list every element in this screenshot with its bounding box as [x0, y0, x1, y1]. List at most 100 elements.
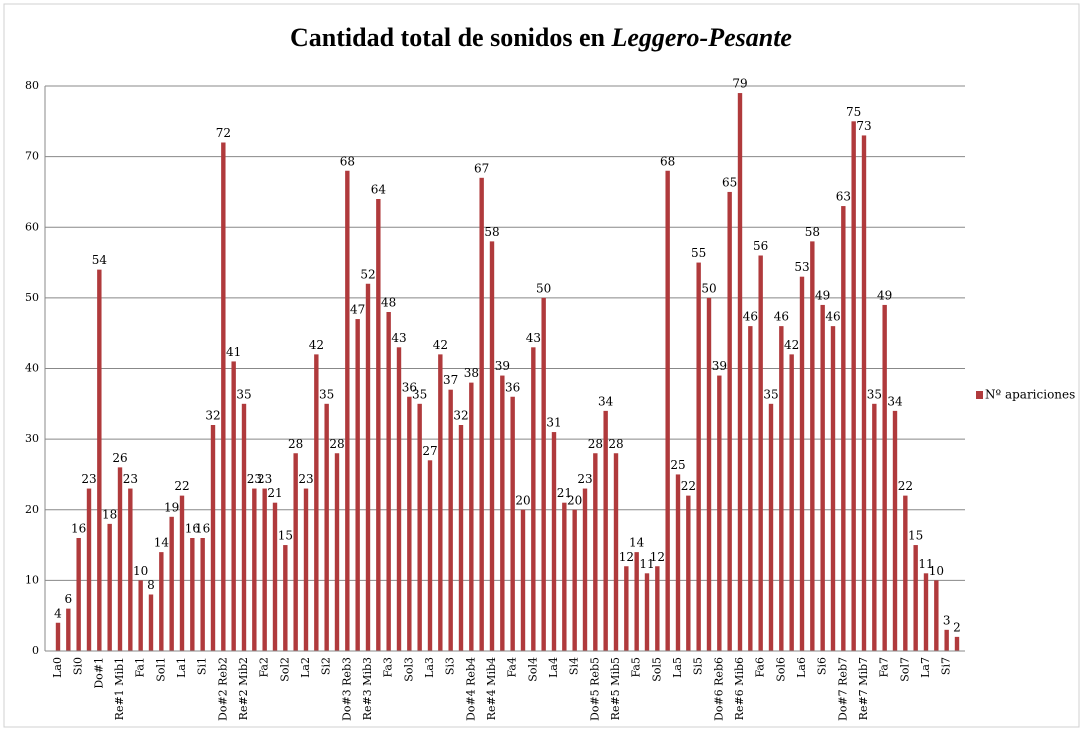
x-tick-label: Sol5 [650, 657, 663, 682]
value-label: 28 [329, 437, 344, 451]
bar [675, 474, 681, 651]
bar [376, 199, 381, 651]
bar [603, 410, 608, 651]
bar [107, 523, 112, 651]
value-label: 79 [732, 77, 747, 91]
y-tick-label: 50 [25, 291, 39, 304]
value-label: 3 [943, 613, 951, 627]
value-label: 23 [257, 472, 272, 486]
bar [396, 347, 402, 651]
value-label: 14 [154, 536, 170, 550]
x-tick-label: Re#5 Mib5 [609, 657, 622, 720]
bar [293, 453, 298, 651]
bar [861, 135, 867, 651]
bar [438, 354, 443, 651]
value-label: 46 [825, 310, 840, 324]
bar [365, 283, 371, 651]
x-tick-label: Do#3 Reb3 [340, 657, 353, 721]
x-tick-label: Si4 [568, 657, 581, 675]
bar [810, 241, 815, 651]
bar [448, 389, 453, 651]
y-tick-label: 60 [25, 220, 39, 233]
x-tick-label: Fa1 [134, 657, 147, 677]
bar [758, 255, 763, 651]
value-label: 52 [360, 267, 375, 281]
x-tick-label: Re#2 Mib2 [237, 657, 250, 720]
value-label: 47 [350, 303, 365, 317]
value-label: 15 [908, 529, 923, 543]
bar [272, 502, 278, 651]
bar [551, 432, 557, 651]
bar [303, 488, 309, 651]
value-label: 20 [515, 493, 530, 507]
bar [872, 403, 877, 651]
value-label: 64 [371, 183, 387, 197]
bar [851, 121, 856, 651]
y-tick-label: 10 [25, 573, 39, 586]
value-label: 35 [319, 387, 334, 401]
bar [903, 495, 908, 651]
bar [892, 410, 898, 651]
bar [748, 326, 753, 651]
bar [190, 538, 195, 651]
value-label: 68 [340, 154, 355, 168]
value-label: 15 [278, 529, 293, 543]
bar [531, 347, 536, 651]
bar [593, 453, 598, 651]
value-label: 72 [216, 126, 231, 140]
bar [345, 170, 350, 651]
value-label: 20 [567, 493, 582, 507]
bar [841, 206, 846, 651]
bar [210, 425, 216, 651]
bar [944, 629, 949, 651]
bar [427, 460, 433, 651]
value-label: 35 [763, 387, 778, 401]
bar [200, 538, 205, 651]
chart-title: Cantidad total de sonidos en Leggero-Pes… [290, 23, 792, 52]
value-label: 21 [557, 486, 572, 500]
value-label: 6 [65, 592, 73, 606]
value-label: 65 [722, 175, 737, 189]
value-label: 43 [391, 331, 406, 345]
bar [334, 453, 340, 651]
bar [644, 573, 650, 651]
x-tick-label: Fa7 [878, 657, 891, 677]
bar [355, 319, 360, 651]
value-label: 39 [712, 359, 727, 373]
bar [479, 177, 484, 651]
x-tick-label: Re#3 Mib3 [361, 657, 374, 720]
x-tick-label: Do#1 [92, 657, 105, 689]
bar [510, 396, 515, 651]
legend-swatch [976, 391, 983, 399]
x-tick-label: Sol1 [154, 657, 167, 682]
x-tick-label: Re#4 Mib4 [485, 657, 498, 720]
y-tick-label: 70 [25, 150, 39, 163]
bar [97, 269, 102, 651]
x-tick-label: Fa6 [754, 657, 767, 677]
bar [252, 488, 257, 651]
bar [469, 382, 474, 651]
x-tick-label: Re#6 Mib6 [733, 657, 746, 720]
value-label: 11 [918, 557, 933, 571]
x-tick-label: Si5 [692, 657, 705, 675]
value-label: 49 [815, 288, 830, 302]
value-label: 36 [505, 380, 520, 394]
x-tick-label: La6 [795, 657, 808, 678]
value-label: 16 [71, 522, 86, 536]
bar [386, 312, 391, 651]
value-label: 2 [953, 620, 961, 634]
y-tick-label: 80 [25, 79, 39, 92]
value-label: 58 [805, 225, 820, 239]
x-tick-label: Si6 [816, 657, 829, 675]
value-label: 37 [443, 373, 458, 387]
value-label: 22 [174, 479, 189, 493]
value-label: 43 [526, 331, 541, 345]
value-label: 50 [536, 281, 551, 295]
value-label: 25 [670, 458, 685, 472]
bar [66, 608, 71, 651]
bar [923, 573, 929, 651]
y-tick-label: 40 [25, 362, 39, 375]
bar [789, 354, 794, 651]
x-tick-label: Sol4 [526, 657, 539, 682]
